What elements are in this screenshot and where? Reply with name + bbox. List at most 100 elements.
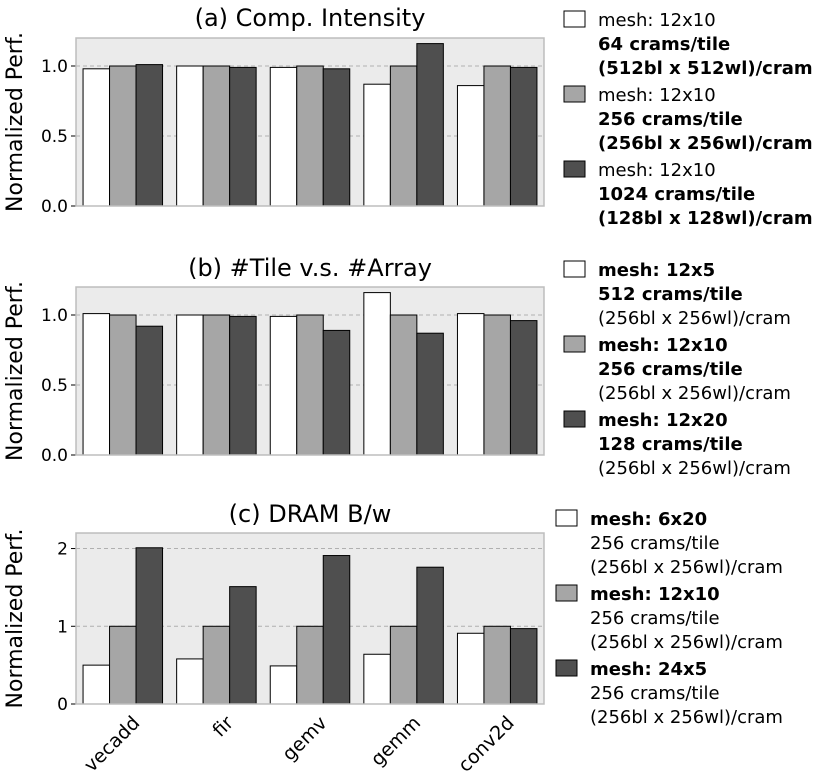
y-tick-label: 1.0 <box>41 57 68 77</box>
bar-gemm-series1 <box>363 83 391 207</box>
bar-vecadd-series2 <box>109 314 137 456</box>
legend-swatch <box>563 410 586 428</box>
legend-entry-text: (256bl x 256wl)/cram <box>590 632 783 653</box>
bar-gemv-series1 <box>269 315 298 456</box>
legend-swatch <box>555 509 578 527</box>
x-tick-label-gemm: gemm <box>367 712 426 771</box>
bar-gemm-series2 <box>389 65 418 207</box>
legend-entry-text: (256bl x 256wl)/cram <box>598 383 791 404</box>
chart-title: (c) DRAM B/w <box>229 500 392 528</box>
legend-entry-text: (256bl x 256wl)/cram <box>598 308 791 329</box>
x-tick-label-conv2d: conv2d <box>454 712 519 777</box>
chart-title: (a) Comp. Intensity <box>195 4 426 32</box>
bar-gemm-series2 <box>389 625 418 705</box>
legend-entry-text: 256 crams/tile <box>598 359 743 380</box>
chart-title: (b) #Tile v.s. #Array <box>188 254 432 282</box>
legend-swatch <box>563 10 586 28</box>
legend-entry-text: (256bl x 256wl)/cram <box>598 458 791 479</box>
y-tick-label: 0.5 <box>41 127 68 147</box>
bar-gemv-series1 <box>269 665 298 705</box>
legend-entry-text: 1024 crams/tile <box>598 184 755 205</box>
legend-entry-text: mesh: 12x10 <box>598 85 716 106</box>
bar-fir-series2 <box>202 625 231 705</box>
bar-conv2d-series3 <box>509 66 538 207</box>
legend-swatch <box>555 659 578 677</box>
bar-fir-series1 <box>176 65 204 207</box>
bar-conv2d-series3 <box>509 628 538 705</box>
legend-entry-text: mesh: 12x10 <box>598 160 716 181</box>
x-tick-label-gemv: gemv <box>278 712 331 765</box>
legend-entry-text: (256bl x 256wl)/cram <box>598 133 813 154</box>
legend-entry-text: mesh: 12x10 <box>598 335 728 356</box>
bar-conv2d-series2 <box>483 314 511 456</box>
legend-entry-text: 256 crams/tile <box>598 109 743 130</box>
bar-vecadd-series1 <box>82 313 111 456</box>
bar-gemm-series1 <box>363 292 391 456</box>
chart-panel-3: 0 1 2 (c) DRAM B/w Normalized Perf. vecadd fir… <box>3 500 783 777</box>
bar-conv2d-series2 <box>483 625 511 705</box>
y-axis-label: Normalized Perf. <box>3 529 28 709</box>
bar-fir-series2 <box>202 314 231 456</box>
bar-fir-series3 <box>229 315 257 456</box>
legend-entry-text: mesh: 12x10 <box>590 584 720 605</box>
bar-fir-series3 <box>229 66 257 207</box>
plot-frame <box>75 37 545 207</box>
bar-gemv-series2 <box>296 65 324 207</box>
bar-gemm-series3 <box>416 332 444 456</box>
plot-frame <box>75 532 545 705</box>
bar-fir-series3 <box>229 586 257 705</box>
legend-entry-text: 512 crams/tile <box>598 284 743 305</box>
bar-gemv-series3 <box>322 555 351 705</box>
legend-swatch <box>555 584 578 602</box>
bar-conv2d-series1 <box>456 85 485 207</box>
y-tick-label: 1 <box>57 617 68 637</box>
plot-frame <box>75 286 545 456</box>
legend-entry-text: 256 crams/tile <box>590 683 720 704</box>
y-tick-label: 2 <box>57 540 68 560</box>
bar-conv2d-series3 <box>509 320 538 456</box>
legend-entry-text: mesh: 24x5 <box>590 659 707 680</box>
legend-entry-text: 64 crams/tile <box>598 34 730 55</box>
legend-entry-text: (256bl x 256wl)/cram <box>590 707 783 728</box>
bar-gemm-series1 <box>363 653 391 705</box>
legend: mesh: 12x10 64 crams/tile (512bl x 512wl)/… <box>563 10 813 229</box>
bar-vecadd-series1 <box>82 664 111 705</box>
bar-gemm-series3 <box>416 43 444 207</box>
legend-entry-text: mesh: 12x10 <box>598 10 716 31</box>
y-tick-label: 0.5 <box>41 376 68 396</box>
bar-gemm-series3 <box>416 566 444 705</box>
x-tick-label-fir: fir <box>208 712 238 742</box>
legend-swatch <box>563 85 586 103</box>
legend: mesh: 12x5 512 crams/tile (256bl x 256wl)/… <box>563 260 791 479</box>
y-tick-label: 0.0 <box>41 197 68 217</box>
y-axis-label: Normalized Perf. <box>3 281 28 461</box>
bar-gemv-series1 <box>269 66 298 207</box>
bar-vecadd-series1 <box>82 68 111 207</box>
bar-gemm-series2 <box>389 314 418 456</box>
legend-swatch <box>563 335 586 353</box>
legend-entry-text: mesh: 12x20 <box>598 410 728 431</box>
y-tick-label: 1.0 <box>41 306 68 326</box>
y-axis-label: Normalized Perf. <box>3 32 28 212</box>
bar-gemv-series3 <box>322 68 351 207</box>
legend-entry-text: mesh: 6x20 <box>590 509 707 530</box>
bar-vecadd-series2 <box>109 65 137 207</box>
chart-panel-2: 0.0 0.5 1.0 (b) #Tile v.s. #Array Normalized… <box>3 254 791 479</box>
bar-vecadd-series2 <box>109 625 137 705</box>
legend-entry-text: mesh: 12x5 <box>598 260 715 281</box>
legend-entry-text: (512bl x 512wl)/cram <box>598 58 813 79</box>
chart-panel-1: 0.0 0.5 1.0 (a) Comp. Intensity Normalized P… <box>3 4 813 229</box>
bar-fir-series2 <box>202 65 231 207</box>
bar-vecadd-series3 <box>135 325 164 456</box>
legend-swatch <box>563 260 586 278</box>
y-tick-label: 0 <box>57 695 68 715</box>
legend-entry-text: 256 crams/tile <box>590 533 720 554</box>
legend-swatch <box>563 160 586 178</box>
bar-gemv-series2 <box>296 625 324 705</box>
x-tick-label-vecadd: vecadd <box>80 712 144 776</box>
bar-vecadd-series3 <box>135 64 164 207</box>
y-tick-label: 0.0 <box>41 446 68 466</box>
bar-gemv-series3 <box>322 329 351 456</box>
legend: mesh: 6x20 256 crams/tile (256bl x 256wl)/… <box>555 509 783 728</box>
bar-gemv-series2 <box>296 314 324 456</box>
